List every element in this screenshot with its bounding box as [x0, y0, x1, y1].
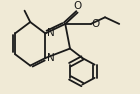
Text: N: N — [47, 53, 55, 63]
Text: O: O — [91, 19, 100, 29]
Text: O: O — [74, 1, 82, 11]
Text: N: N — [47, 28, 55, 38]
